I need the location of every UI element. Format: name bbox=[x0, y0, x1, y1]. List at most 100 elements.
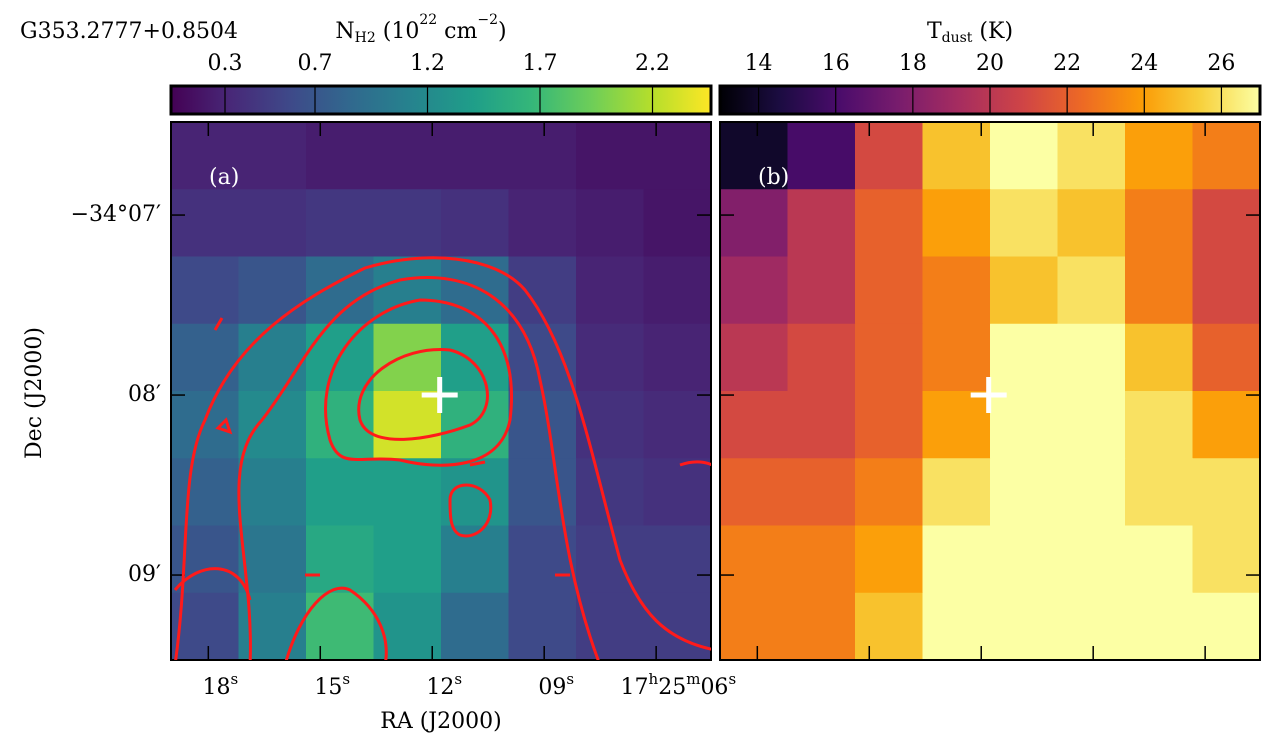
colorbar-tick-label: 16 bbox=[822, 51, 850, 76]
pixel bbox=[441, 592, 509, 661]
colorbar-tick-label: 26 bbox=[1207, 51, 1235, 76]
label-part: N bbox=[335, 19, 354, 44]
y-tick-label: −34°07′ bbox=[71, 202, 161, 227]
pixel bbox=[643, 122, 712, 190]
pixel bbox=[787, 256, 856, 325]
pixel bbox=[508, 122, 577, 190]
pixel bbox=[990, 458, 1058, 526]
axes-frame bbox=[170, 121, 712, 661]
pixel bbox=[238, 458, 307, 526]
pixel bbox=[922, 592, 991, 661]
pixel bbox=[720, 122, 788, 190]
pixel bbox=[643, 458, 712, 526]
y-tick-label: 09′ bbox=[128, 562, 161, 587]
pixel bbox=[1192, 525, 1261, 594]
label-part: 22 bbox=[419, 12, 437, 28]
pixel bbox=[855, 189, 923, 257]
pixel bbox=[441, 525, 509, 594]
pixel bbox=[643, 592, 712, 661]
colorbar-tick-label: 22 bbox=[1053, 51, 1081, 76]
pixel bbox=[990, 391, 1058, 459]
pixel bbox=[508, 256, 577, 325]
x-tick-label: 18s bbox=[202, 670, 238, 700]
pixel bbox=[787, 122, 856, 190]
pixel bbox=[508, 323, 577, 392]
pixel bbox=[373, 189, 442, 257]
pixel bbox=[1192, 256, 1261, 325]
pixel bbox=[855, 122, 923, 190]
label-part: dust bbox=[942, 30, 973, 46]
label-part: ) bbox=[498, 19, 507, 44]
pixel bbox=[373, 525, 442, 594]
pixel bbox=[1125, 256, 1193, 325]
pixel bbox=[990, 525, 1058, 594]
colorbar-label: Tdust (K) bbox=[927, 19, 1013, 46]
title: G353.2777+0.8504 bbox=[20, 19, 238, 44]
colorbar-tick-label: 18 bbox=[899, 51, 927, 76]
pixel bbox=[373, 592, 442, 661]
pixel bbox=[1057, 189, 1126, 257]
pixel bbox=[171, 256, 239, 325]
pixel bbox=[855, 458, 923, 526]
pixel bbox=[643, 323, 712, 392]
pixel bbox=[787, 458, 856, 526]
pixel bbox=[855, 323, 923, 392]
pixel bbox=[441, 122, 509, 190]
pixel bbox=[508, 458, 577, 526]
y-tick-label: 08′ bbox=[128, 382, 161, 407]
pixel bbox=[306, 592, 374, 661]
pixel bbox=[922, 391, 991, 459]
colorbar-tick-label: 0.3 bbox=[208, 51, 243, 76]
pixel bbox=[1192, 458, 1261, 526]
pixel bbox=[1192, 323, 1261, 392]
pixel bbox=[787, 391, 856, 459]
pixel bbox=[306, 122, 374, 190]
pixel bbox=[373, 122, 442, 190]
pixel bbox=[1125, 189, 1193, 257]
x-tick-label: 17h25m06s bbox=[621, 670, 737, 700]
pixel bbox=[855, 256, 923, 325]
pixel bbox=[306, 189, 374, 257]
colorbar-tick-label: 1.7 bbox=[523, 51, 558, 76]
x-tick-label: 12s bbox=[426, 670, 462, 700]
pixel bbox=[1192, 592, 1261, 661]
pixel bbox=[238, 256, 307, 325]
colorbar-tick-label: 2.2 bbox=[635, 51, 670, 76]
pixel bbox=[787, 189, 856, 257]
pixel bbox=[787, 323, 856, 392]
pixel bbox=[1057, 391, 1126, 459]
pixel bbox=[171, 122, 239, 190]
pixel bbox=[1057, 122, 1126, 190]
pixel bbox=[855, 592, 923, 661]
colorbar-tick-label: 1.2 bbox=[410, 51, 445, 76]
pixel bbox=[576, 256, 644, 325]
pixel bbox=[922, 256, 991, 325]
pixel bbox=[441, 323, 509, 392]
pixel bbox=[441, 256, 509, 325]
pixel bbox=[508, 189, 577, 257]
pixel bbox=[238, 525, 307, 594]
pixel bbox=[171, 189, 239, 257]
colorbar-tick-label: 14 bbox=[745, 51, 773, 76]
pixel bbox=[643, 525, 712, 594]
panel-label: (b) bbox=[758, 165, 789, 190]
pixel bbox=[720, 525, 788, 594]
pixel bbox=[787, 525, 856, 594]
colorbar-tick-label: 0.7 bbox=[298, 51, 333, 76]
pixel bbox=[922, 323, 991, 392]
pixel bbox=[1125, 122, 1193, 190]
pixel bbox=[1192, 122, 1261, 190]
pixel bbox=[441, 189, 509, 257]
colorbar-label: NH2 (1022 cm−2) bbox=[335, 12, 506, 46]
pixel bbox=[720, 189, 788, 257]
pixel bbox=[922, 122, 991, 190]
pixel bbox=[1125, 391, 1193, 459]
pixel bbox=[855, 525, 923, 594]
pixel bbox=[373, 391, 442, 459]
pixel bbox=[306, 458, 374, 526]
pixel bbox=[1057, 323, 1126, 392]
pixel bbox=[576, 391, 644, 459]
pixel bbox=[171, 323, 239, 392]
y-axis-label: Dec (J2000) bbox=[22, 327, 47, 459]
